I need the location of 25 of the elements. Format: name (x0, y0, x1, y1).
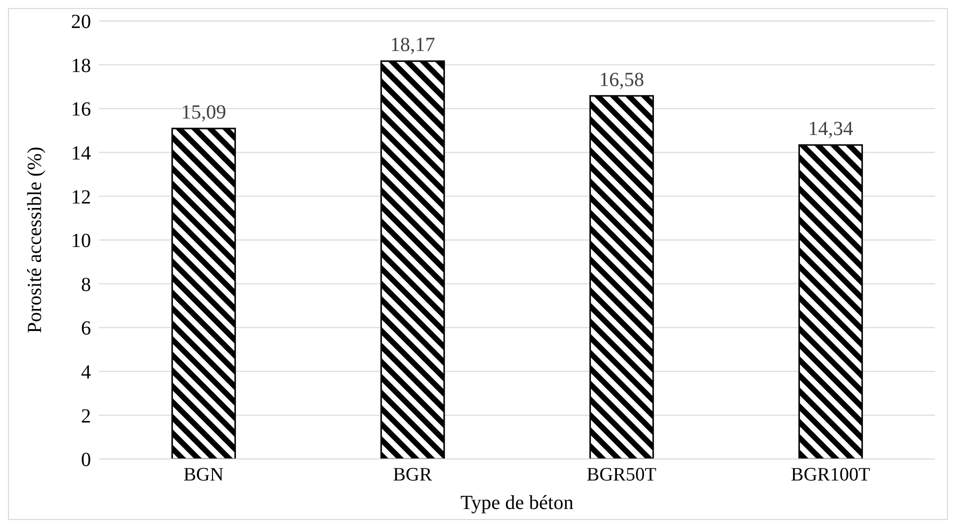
x-tick-label: BGR (392, 464, 432, 486)
y-tick-label: 4 (81, 362, 91, 384)
y-tick-label: 20 (71, 11, 91, 34)
data-label: 15,09 (181, 102, 226, 124)
y-tick-label: 10 (71, 230, 91, 252)
y-tick-label: 18 (71, 54, 91, 77)
x-tick-label: BGR100T (790, 464, 870, 486)
y-tick-label: 14 (71, 142, 91, 164)
y-tick-label: 16 (71, 98, 91, 121)
y-axis-title: Porosité accessible (%) (24, 146, 46, 334)
y-tick-label: 8 (81, 274, 91, 296)
x-tick-label: BGN (183, 464, 224, 486)
data-label: 14,34 (808, 118, 854, 140)
bar (380, 60, 445, 459)
x-tick-label: BGR50T (586, 464, 657, 486)
x-axis-title: Type de béton (460, 492, 574, 514)
data-label: 16,58 (599, 68, 644, 91)
bar (589, 95, 654, 459)
data-label: 18,17 (390, 34, 436, 56)
y-tick-label: 2 (81, 405, 91, 428)
bar (798, 144, 863, 459)
y-tick-label: 12 (71, 186, 91, 208)
y-tick-label: 0 (81, 449, 91, 472)
y-tick-label: 6 (81, 318, 91, 340)
bar (171, 128, 236, 459)
